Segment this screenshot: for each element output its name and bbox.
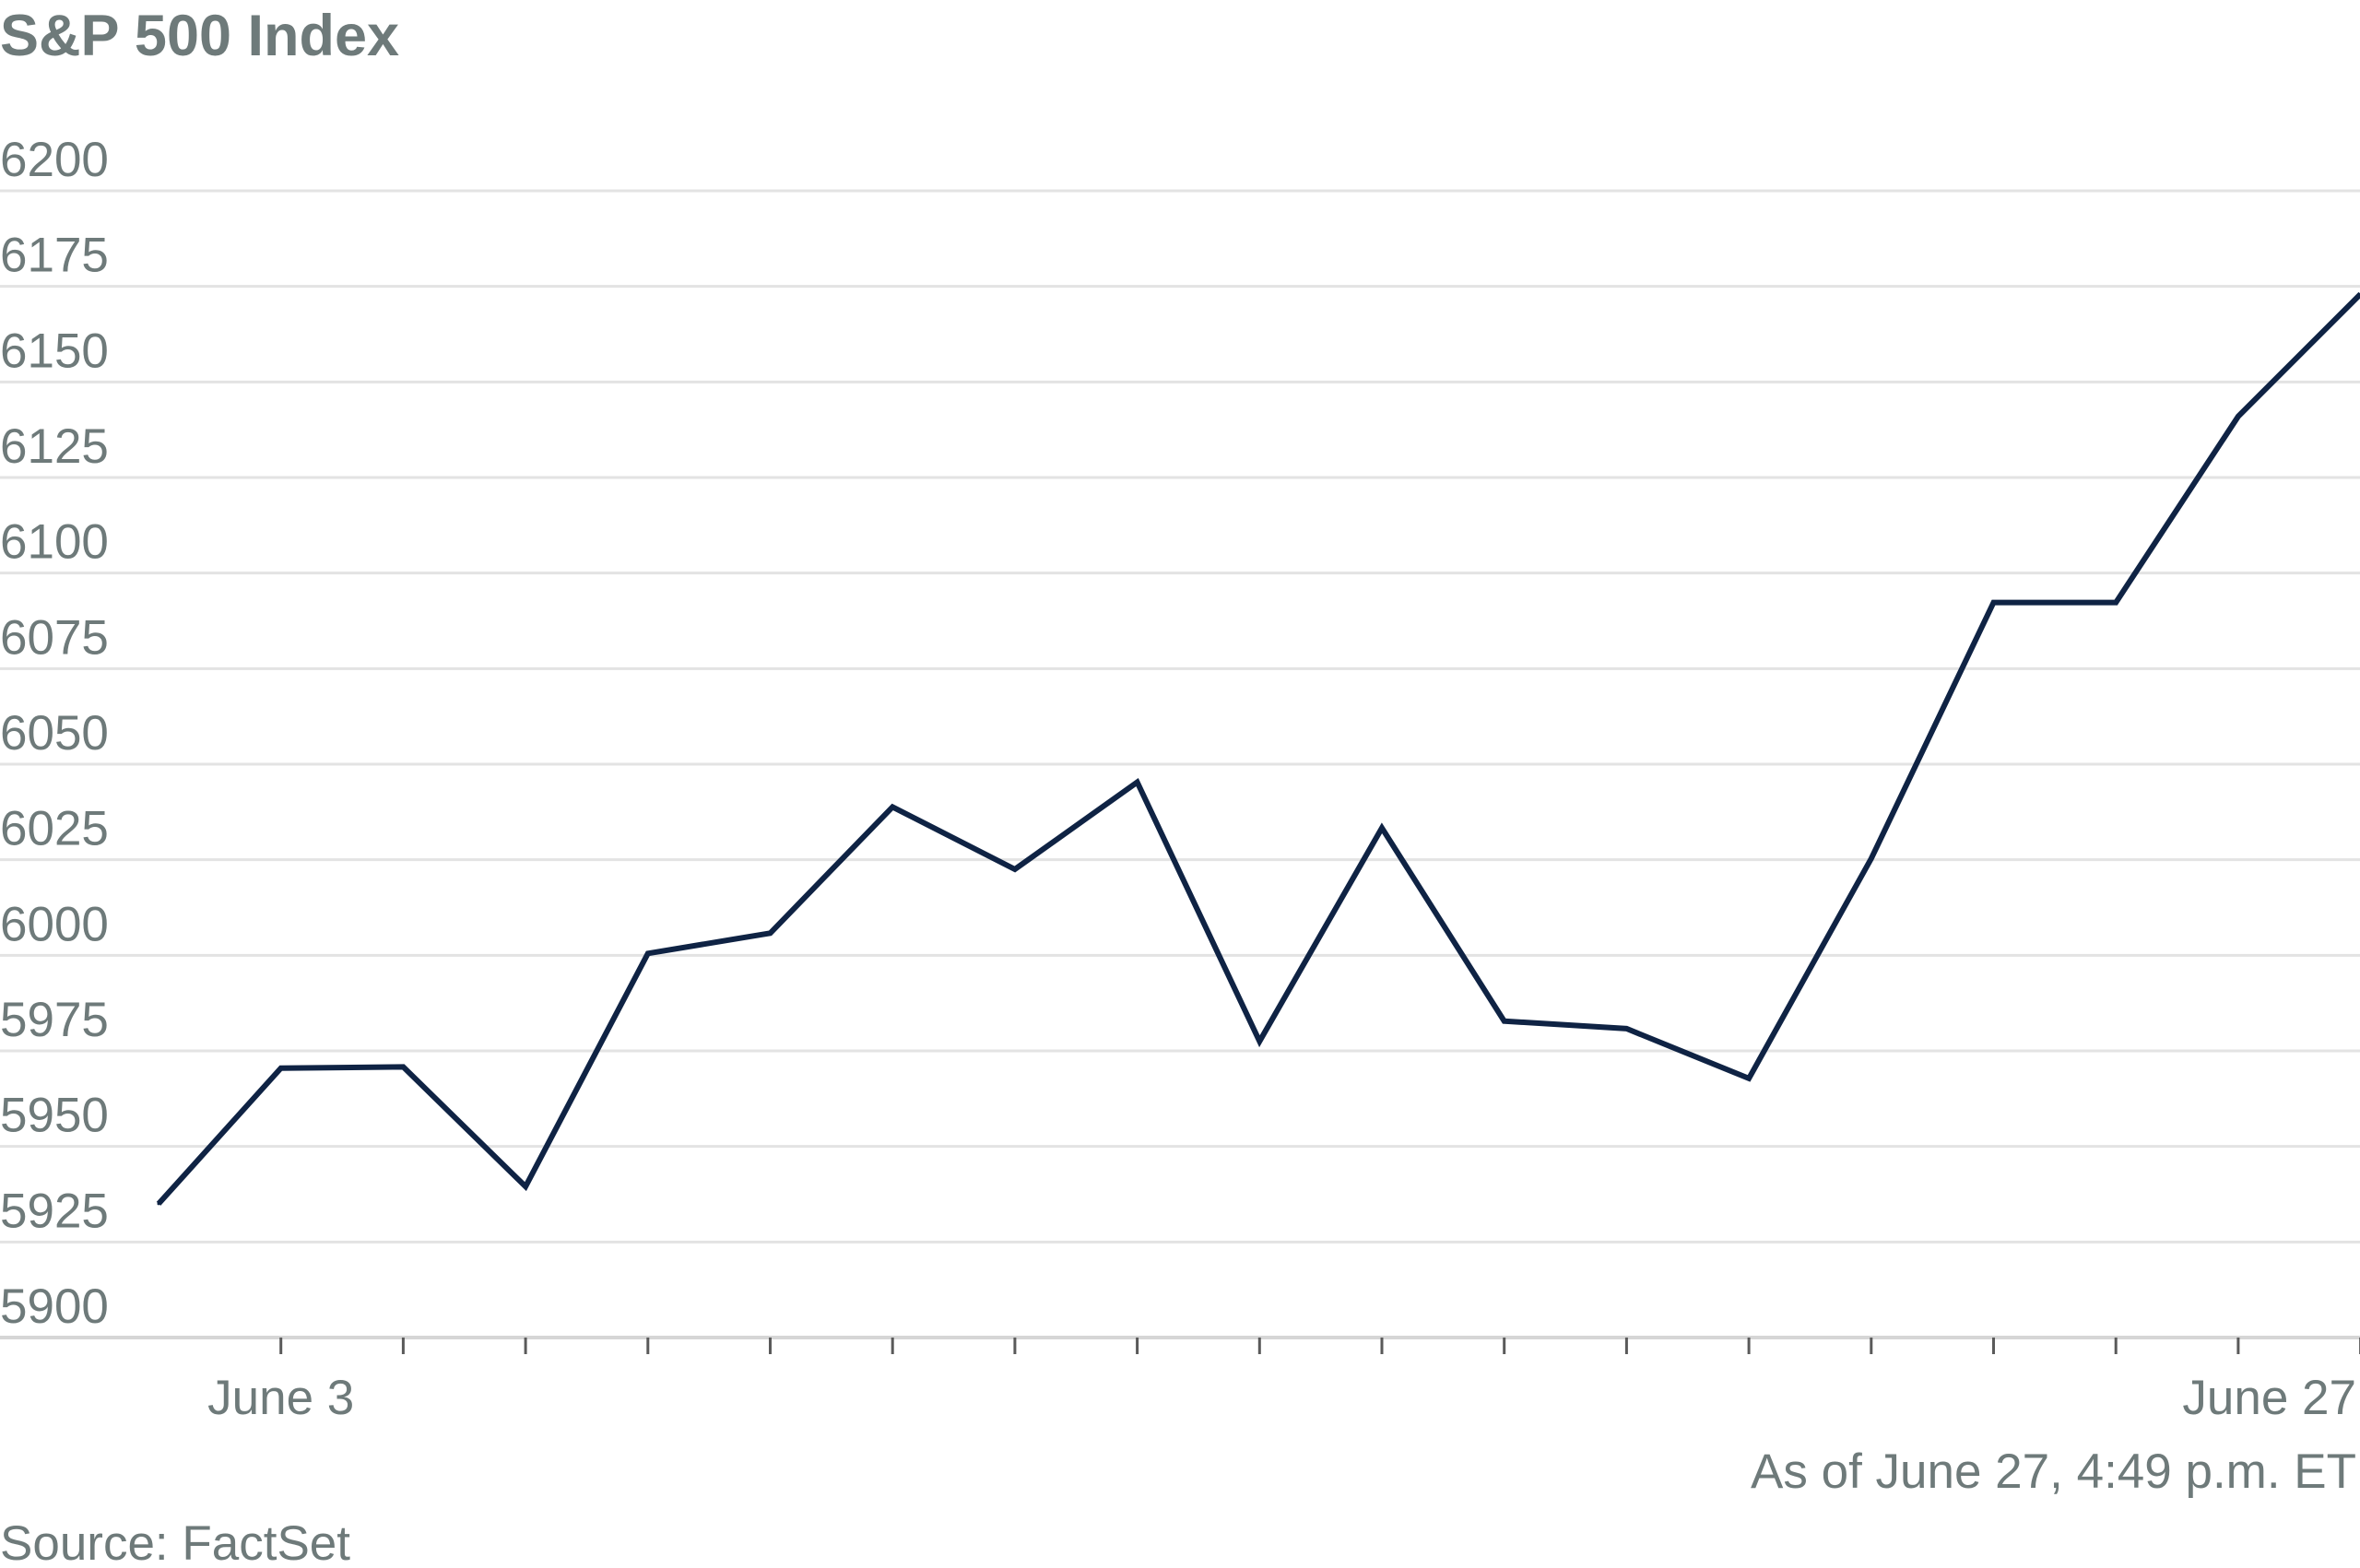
y-tick-label: 6200 xyxy=(0,133,109,187)
data-point xyxy=(1380,826,1384,830)
y-tick-label: 5950 xyxy=(0,1089,109,1143)
data-point xyxy=(1503,1020,1506,1023)
y-tick-label: 5975 xyxy=(0,993,109,1047)
y-tick-label: 5925 xyxy=(0,1184,109,1238)
x-tick-label: June 27 xyxy=(2182,1371,2356,1425)
data-point xyxy=(1747,1077,1751,1080)
chart-title: S&P 500 Index xyxy=(0,4,399,68)
data-point xyxy=(891,805,894,808)
as-of-note: As of June 27, 4:49 p.m. ET xyxy=(1751,1444,2356,1499)
data-point xyxy=(157,1202,160,1206)
data-point xyxy=(2236,415,2240,419)
series-line xyxy=(156,291,2360,1206)
data-point xyxy=(769,931,772,935)
y-tick-label: 6125 xyxy=(0,419,109,474)
y-tick-label: 6025 xyxy=(0,802,109,856)
data-point xyxy=(1013,867,1017,871)
y-tick-label: 5900 xyxy=(0,1279,109,1334)
y-tick-label: 6075 xyxy=(0,610,109,665)
data-point xyxy=(1992,601,1995,605)
data-point xyxy=(1624,1027,1628,1031)
y-gridlines xyxy=(0,189,2360,1339)
y-axis-tick-labels: 5900 5925 5950 5975 6000 6025 6050 6075 6100 6125… xyxy=(0,133,109,1334)
y-tick-label: 6150 xyxy=(0,324,109,378)
data-point xyxy=(279,1067,283,1070)
data-point xyxy=(1257,1040,1261,1043)
y-tick-label: 6000 xyxy=(0,897,109,951)
data-point xyxy=(2114,601,2118,605)
data-point xyxy=(1870,856,1873,860)
data-point xyxy=(1136,781,1139,784)
data-point xyxy=(401,1065,405,1068)
y-tick-label: 6100 xyxy=(0,515,109,570)
series-layer xyxy=(156,291,2360,1206)
y-tick-label: 6175 xyxy=(0,229,109,283)
data-point xyxy=(524,1185,527,1188)
data-point xyxy=(646,951,650,955)
y-tick-label: 6050 xyxy=(0,706,109,760)
source-note: Source: FactSet xyxy=(0,1516,350,1568)
x-tick-label: June 3 xyxy=(207,1371,354,1425)
x-axis: June 3 June 27 xyxy=(207,1338,2360,1425)
